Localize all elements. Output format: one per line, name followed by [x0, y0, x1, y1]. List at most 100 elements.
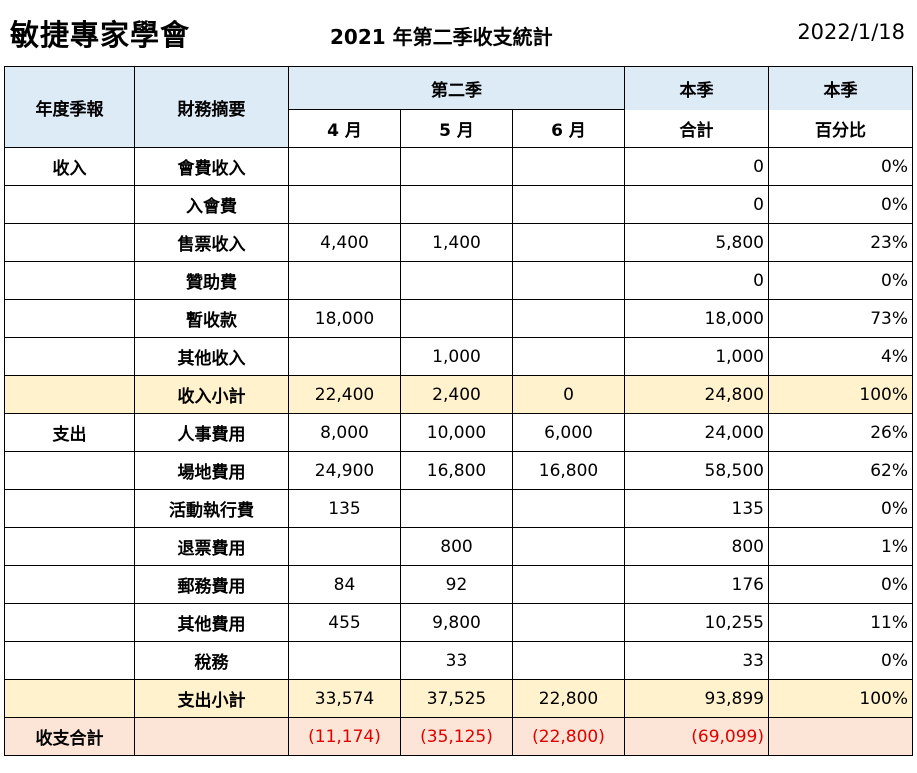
- m6-cell: 16,800: [512, 451, 625, 490]
- item-cell: 郵務費用: [134, 565, 289, 604]
- report-date: 2022/1/18: [797, 20, 905, 44]
- total-cell: 24,800: [624, 375, 769, 414]
- m4-cell: 455: [288, 603, 401, 642]
- table-row: 贊助費 0 0%: [4, 261, 913, 300]
- table-row: 支出小計 33,574 37,525 22,800 93,899 100%: [4, 679, 913, 718]
- m5-cell: 1,000: [400, 337, 513, 376]
- item-cell: 其他費用: [134, 603, 289, 642]
- m5-cell: 1,400: [400, 223, 513, 262]
- m6-cell: [512, 185, 625, 224]
- pct-cell: 62%: [768, 451, 913, 490]
- m4-cell: 24,900: [288, 451, 401, 490]
- m5-cell: 10,000: [400, 413, 513, 452]
- total-cell: 176: [624, 565, 769, 604]
- col-pct-top: 本季: [768, 66, 913, 110]
- m4-cell: [288, 527, 401, 566]
- balance-item: [134, 717, 289, 756]
- category-cell: [4, 527, 135, 566]
- balance-total: (69,099): [624, 717, 769, 756]
- category-cell: [4, 337, 135, 376]
- col-period: 年度季報: [4, 66, 135, 148]
- col-total-bottom: 合計: [624, 109, 769, 148]
- pct-cell: 0%: [768, 261, 913, 300]
- pct-cell: 0%: [768, 565, 913, 604]
- total-cell: 58,500: [624, 451, 769, 490]
- m5-cell: [400, 489, 513, 528]
- total-cell: 18,000: [624, 299, 769, 338]
- item-cell: 入會費: [134, 185, 289, 224]
- m6-cell: [512, 147, 625, 186]
- m6-cell: [512, 489, 625, 528]
- m6-cell: [512, 337, 625, 376]
- m4-cell: 84: [288, 565, 401, 604]
- col-summary: 財務摘要: [134, 66, 289, 148]
- m6-cell: [512, 223, 625, 262]
- m5-cell: [400, 147, 513, 186]
- table-row: 收入小計 22,400 2,400 0 24,800 100%: [4, 375, 913, 414]
- pct-cell: 11%: [768, 603, 913, 642]
- category-cell: 支出: [4, 413, 135, 452]
- table-row: 售票收入 4,400 1,400 5,800 23%: [4, 223, 913, 262]
- item-cell: 贊助費: [134, 261, 289, 300]
- table-row: 退票費用 800 800 1%: [4, 527, 913, 566]
- balance-m6: (22,800): [512, 717, 625, 756]
- table-row: 郵務費用 84 92 176 0%: [4, 565, 913, 604]
- m6-cell: [512, 641, 625, 680]
- pct-cell: 100%: [768, 679, 913, 718]
- pct-cell: 26%: [768, 413, 913, 452]
- category-cell: [4, 185, 135, 224]
- pct-cell: 0%: [768, 147, 913, 186]
- total-cell: 33: [624, 641, 769, 680]
- m6-cell: [512, 603, 625, 642]
- pct-cell: 23%: [768, 223, 913, 262]
- total-cell: 0: [624, 185, 769, 224]
- balance-row: 收支合計 (11,174) (35,125) (22,800) (69,099): [4, 717, 913, 756]
- m5-cell: 2,400: [400, 375, 513, 414]
- category-cell: 收入: [4, 147, 135, 186]
- category-cell: [4, 641, 135, 680]
- total-cell: 5,800: [624, 223, 769, 262]
- table-row: 暫收款 18,000 18,000 73%: [4, 299, 913, 338]
- m4-cell: [288, 261, 401, 300]
- report-header: 敏捷專家學會 2021 年第二季收支統計 2022/1/18: [0, 0, 917, 66]
- category-cell: [4, 299, 135, 338]
- item-cell: 支出小計: [134, 679, 289, 718]
- m6-cell: 22,800: [512, 679, 625, 718]
- balance-m4: (11,174): [288, 717, 401, 756]
- category-cell: [4, 489, 135, 528]
- m4-cell: 33,574: [288, 679, 401, 718]
- category-cell: [4, 603, 135, 642]
- category-cell: [4, 223, 135, 262]
- category-cell: [4, 261, 135, 300]
- col-m5: 5 月: [400, 109, 513, 148]
- table-row: 場地費用 24,900 16,800 16,800 58,500 62%: [4, 451, 913, 490]
- m4-cell: 135: [288, 489, 401, 528]
- table-row: 入會費 0 0%: [4, 185, 913, 224]
- col-m6: 6 月: [512, 109, 625, 148]
- m5-cell: [400, 261, 513, 300]
- m5-cell: [400, 185, 513, 224]
- m4-cell: 18,000: [288, 299, 401, 338]
- item-cell: 收入小計: [134, 375, 289, 414]
- balance-m5: (35,125): [400, 717, 513, 756]
- col-m4: 4 月: [288, 109, 401, 148]
- total-cell: 800: [624, 527, 769, 566]
- m4-cell: [288, 641, 401, 680]
- table-row: 其他收入 1,000 1,000 4%: [4, 337, 913, 376]
- category-cell: [4, 451, 135, 490]
- col-total-top: 本季: [624, 66, 769, 110]
- balance-label: 收支合計: [4, 717, 135, 756]
- report-title: 2021 年第二季收支統計: [330, 25, 553, 49]
- finance-table: 年度季報 財務摘要 第二季 本季 本季 4 月 5 月 6 月 合計 百分比 收…: [4, 66, 913, 756]
- m6-cell: 6,000: [512, 413, 625, 452]
- item-cell: 退票費用: [134, 527, 289, 566]
- header-row-2: 4 月 5 月 6 月 合計 百分比: [5, 109, 913, 148]
- table-body: 收入 會費收入 0 0% 入會費 0 0% 售票收入 4,400 1,400 5,800 23% 贊助費…: [4, 147, 913, 756]
- m5-cell: 9,800: [400, 603, 513, 642]
- pct-cell: 73%: [768, 299, 913, 338]
- m4-cell: [288, 147, 401, 186]
- org-name: 敏捷專家學會: [10, 18, 191, 52]
- total-cell: 0: [624, 261, 769, 300]
- total-cell: 93,899: [624, 679, 769, 718]
- m6-cell: [512, 565, 625, 604]
